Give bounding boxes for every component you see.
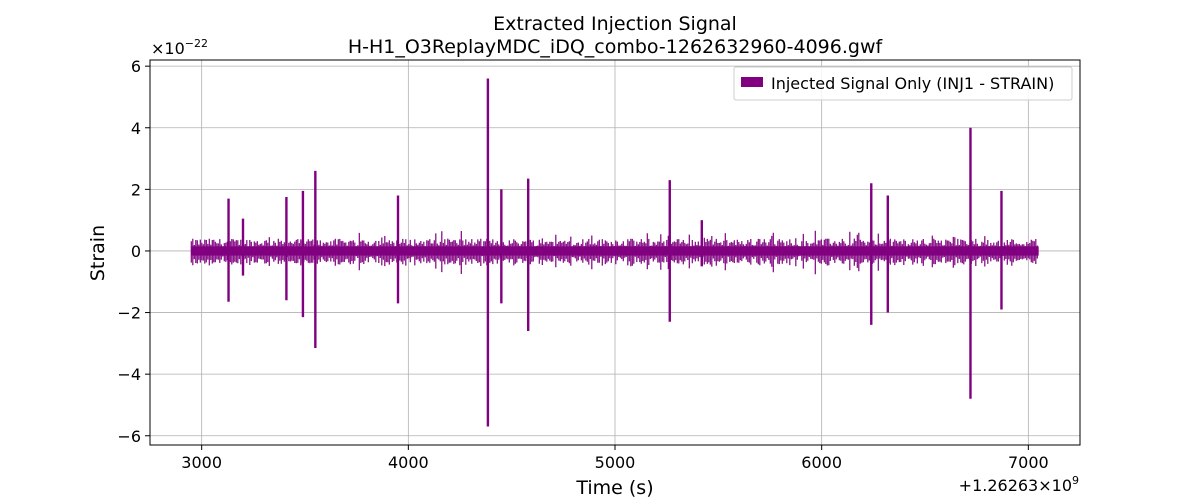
x-tick-label: 3000 <box>181 453 222 472</box>
y-tick-label: 6 <box>131 57 141 76</box>
chart-subtitle: H-H1_O3ReplayMDC_iDQ_combo-1262632960-40… <box>348 36 884 58</box>
y-tick-label: 2 <box>131 180 141 199</box>
x-tick-label: 6000 <box>801 453 842 472</box>
signal-baseline-band <box>191 246 1039 256</box>
x-offset-base: +1.26263×10 <box>959 476 1072 495</box>
y-tick-label: 4 <box>131 119 141 138</box>
x-tick-label: 7000 <box>1008 453 1049 472</box>
svg-text:×10−22: ×10−22 <box>151 37 208 58</box>
y-tick-label: −2 <box>117 304 141 323</box>
legend-label: Injected Signal Only (INJ1 - STRAIN) <box>771 74 1054 93</box>
svg-text:+1.26263×109: +1.26263×109 <box>959 474 1079 495</box>
chart-title: Extracted Injection Signal <box>493 13 737 35</box>
signal-noise <box>190 230 1038 275</box>
x-tick-label: 4000 <box>388 453 429 472</box>
data-layer <box>190 78 1039 427</box>
y-scale-base: ×10 <box>151 39 185 58</box>
y-tick-label: 0 <box>131 242 141 261</box>
y-tick-label: −4 <box>117 365 141 384</box>
y-scale-label: ×10−22 <box>151 37 208 58</box>
y-axis-label: Strain <box>87 225 109 281</box>
y-tick-label: −6 <box>117 427 141 446</box>
x-axis-label: Time (s) <box>575 477 653 499</box>
x-tick-label: 5000 <box>595 453 636 472</box>
tick-layer: 3000 4000 5000 6000 7000 −6 −4 −2 0 2 4 6 <box>117 57 1048 472</box>
legend: Injected Signal Only (INJ1 - STRAIN) <box>733 66 1073 101</box>
legend-box <box>733 66 1073 101</box>
x-offset-exponent: 9 <box>1072 474 1079 487</box>
x-offset-label: +1.26263×109 <box>959 474 1079 495</box>
y-scale-exponent: −22 <box>185 37 208 50</box>
legend-swatch <box>741 77 763 87</box>
